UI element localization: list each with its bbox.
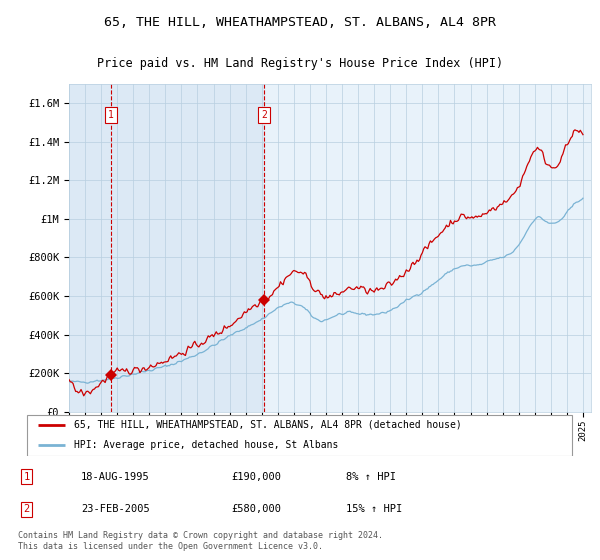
Text: 8% ↑ HPI: 8% ↑ HPI	[346, 472, 396, 482]
Text: 65, THE HILL, WHEATHAMPSTEAD, ST. ALBANS, AL4 8PR: 65, THE HILL, WHEATHAMPSTEAD, ST. ALBANS…	[104, 16, 496, 29]
FancyBboxPatch shape	[27, 416, 572, 456]
Text: 2: 2	[23, 505, 29, 515]
Text: 15% ↑ HPI: 15% ↑ HPI	[346, 505, 403, 515]
Text: 1: 1	[23, 472, 29, 482]
Text: 65, THE HILL, WHEATHAMPSTEAD, ST. ALBANS, AL4 8PR (detached house): 65, THE HILL, WHEATHAMPSTEAD, ST. ALBANS…	[74, 420, 461, 430]
Text: £580,000: £580,000	[231, 505, 281, 515]
Text: £190,000: £190,000	[231, 472, 281, 482]
Text: 1: 1	[109, 110, 114, 120]
Text: 2: 2	[261, 110, 267, 120]
Text: Price paid vs. HM Land Registry's House Price Index (HPI): Price paid vs. HM Land Registry's House …	[97, 57, 503, 70]
Text: 18-AUG-1995: 18-AUG-1995	[81, 472, 150, 482]
Text: HPI: Average price, detached house, St Albans: HPI: Average price, detached house, St A…	[74, 440, 338, 450]
Text: 23-FEB-2005: 23-FEB-2005	[81, 505, 150, 515]
Bar	[69, 84, 264, 412]
Text: Contains HM Land Registry data © Crown copyright and database right 2024.
This d: Contains HM Land Registry data © Crown c…	[18, 531, 383, 551]
